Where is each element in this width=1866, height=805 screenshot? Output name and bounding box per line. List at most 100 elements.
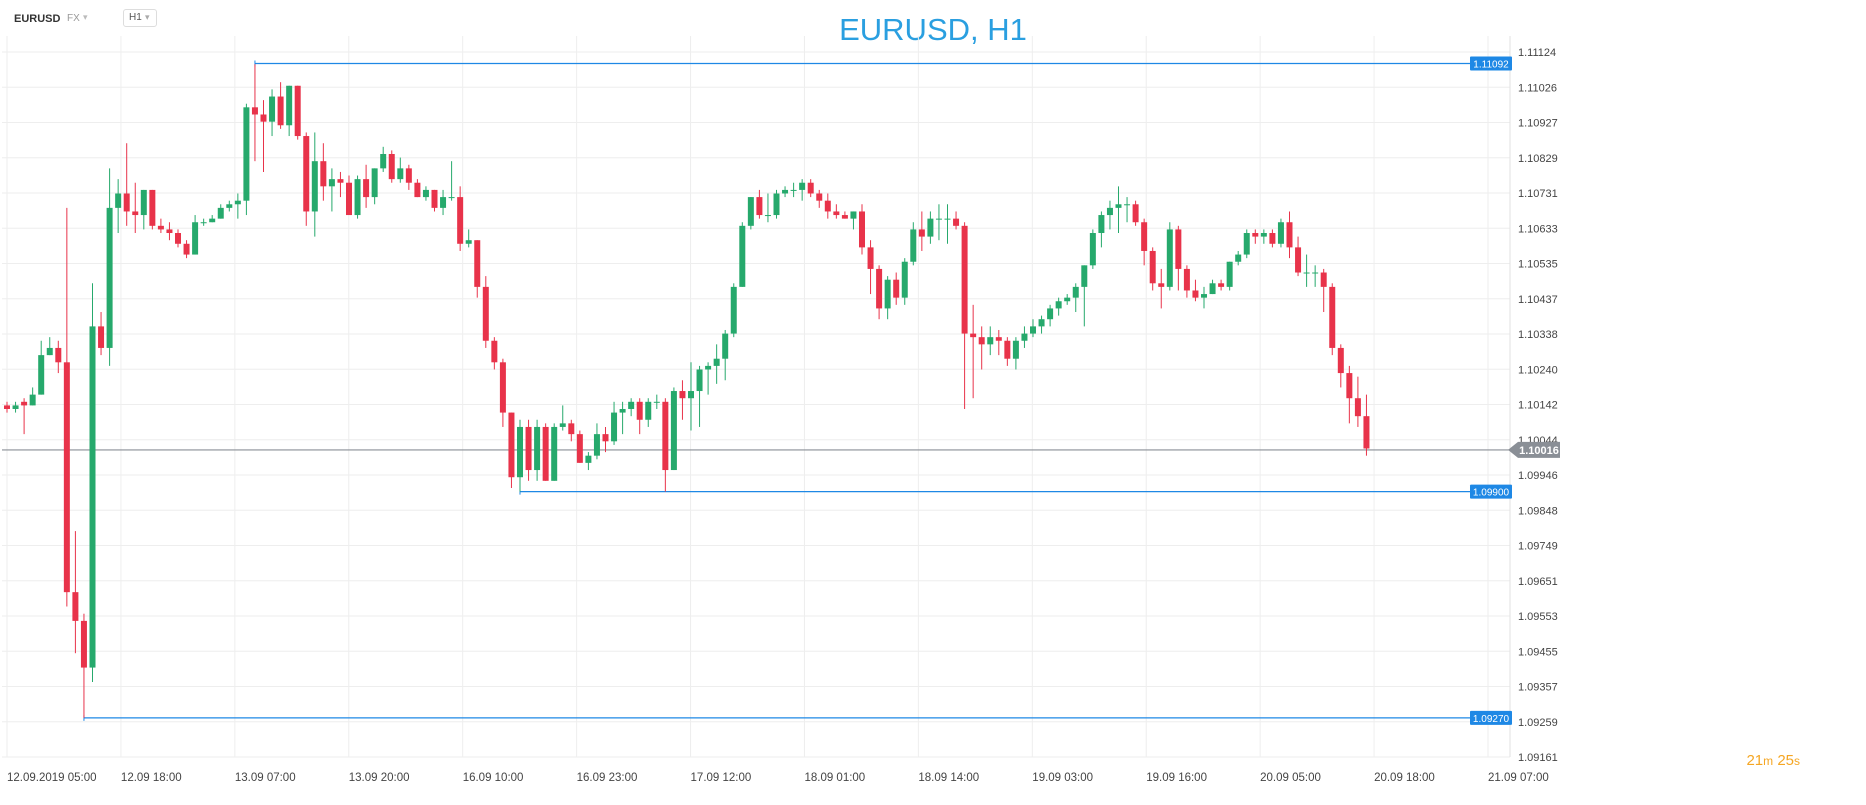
candle-bullish	[1166, 229, 1173, 287]
candle-bearish	[568, 423, 575, 435]
candle-bullish	[192, 222, 199, 255]
level-lines[interactable]	[2, 60, 1510, 721]
chevron-down-icon[interactable]: ▾	[83, 12, 88, 22]
candle-bullish	[773, 193, 780, 216]
candle-bearish	[841, 215, 848, 219]
candle-bullish	[850, 211, 857, 219]
candle-bearish	[807, 182, 814, 194]
countdown-seconds: 25	[1777, 752, 1794, 769]
candle-bullish	[645, 401, 652, 420]
candle-bullish	[1064, 297, 1071, 302]
candle-bearish	[166, 229, 173, 234]
candle-bearish	[320, 161, 327, 187]
y-tick-label: 1.10731	[1518, 188, 1558, 200]
candle-bullish	[440, 197, 447, 208]
candle-bullish	[1201, 294, 1207, 298]
candle-bullish	[1277, 222, 1284, 244]
y-tick-label: 1.09161	[1518, 752, 1558, 764]
timeframe-select[interactable]: H1 ▾	[123, 9, 157, 27]
level-badge-label: 1.09270	[1473, 714, 1510, 725]
symbol-label[interactable]: EURUSD	[14, 13, 61, 25]
x-axis: 12.09.2019 05:00 12.09 18:00 13.09 07:00 13…	[7, 772, 1549, 784]
candle-bullish	[200, 222, 207, 224]
candle-bullish	[585, 455, 592, 463]
candle-bearish	[183, 243, 190, 255]
candle-bullish	[593, 434, 600, 456]
candle-bullish	[1038, 319, 1045, 327]
candle-bearish	[98, 326, 105, 348]
y-tick-label: 1.11124	[1518, 47, 1556, 59]
candle-bearish	[80, 620, 87, 668]
candle-bullish	[799, 182, 806, 190]
candle-bullish	[328, 179, 335, 187]
candle-bearish	[132, 211, 139, 216]
candle-bearish	[1252, 233, 1259, 237]
current-price-badge	[1508, 441, 1560, 458]
chart-toolbar: EURUSD FX ▾ H1 ▾	[0, 0, 400, 36]
candle-bullish	[705, 365, 712, 370]
x-tick-label: 20.09 18:00	[1374, 772, 1435, 784]
candle-bearish	[388, 153, 395, 180]
chevron-down-icon: ▾	[145, 12, 150, 22]
x-tick-label: 13.09 20:00	[349, 772, 410, 784]
candle-bearish	[175, 233, 181, 244]
candle-bullish	[217, 207, 224, 219]
y-tick-label: 1.09357	[1518, 682, 1558, 694]
candle-bullish	[465, 240, 472, 244]
candle-bullish	[1012, 340, 1019, 359]
candle-bullish	[1072, 286, 1079, 298]
candle-bullish	[1047, 308, 1054, 320]
level-badge-label: 1.09900	[1473, 488, 1510, 499]
candle-bearish	[1320, 272, 1327, 287]
y-tick-label: 1.09651	[1518, 576, 1558, 588]
candle-bullish	[910, 229, 917, 262]
candle-bearish	[953, 218, 960, 226]
candle-bearish	[72, 592, 79, 621]
candle-bearish	[482, 286, 489, 341]
candle-bearish	[1346, 373, 1353, 399]
x-tick-label: 12.09.2019 05:00	[7, 772, 97, 784]
candle-bullish	[722, 333, 729, 359]
candle-bearish	[859, 211, 865, 248]
candle-bullish	[89, 326, 96, 668]
candle-bullish	[901, 261, 908, 298]
candle-bullish	[944, 218, 951, 220]
candle-bullish	[534, 426, 541, 471]
timeframe-label: H1	[129, 12, 142, 23]
candle-bullish	[38, 355, 45, 395]
candle-bullish	[243, 107, 250, 201]
market-dropdown[interactable]: FX	[67, 13, 80, 24]
candle-countdown: 21m 25s	[1746, 752, 1800, 769]
candle-bullish	[209, 218, 216, 223]
candle-bullish	[46, 347, 53, 356]
y-tick-label: 1.10535	[1518, 259, 1558, 271]
candle-bearish	[414, 182, 421, 198]
x-tick-label: 16.09 10:00	[463, 772, 524, 784]
candle-bearish	[1004, 340, 1011, 359]
y-tick-label: 1.10927	[1518, 118, 1558, 130]
candle-bearish	[542, 426, 549, 481]
level-badge	[1470, 484, 1512, 499]
candle-bearish	[961, 225, 968, 334]
candle-bearish	[1295, 247, 1302, 273]
candle-bearish	[970, 333, 977, 338]
y-tick-label: 1.09749	[1518, 541, 1558, 553]
candle-bearish	[679, 391, 686, 399]
candle-bullish	[1030, 326, 1036, 334]
candle-bullish	[1303, 272, 1310, 274]
candle-bullish	[670, 391, 677, 471]
candle-bullish	[747, 197, 754, 226]
candle-bearish	[277, 96, 284, 126]
chart-title: EURUSD, H1	[839, 12, 1027, 47]
candle-bullish	[311, 161, 318, 212]
grid-lines	[2, 36, 1511, 758]
candle-bullish	[140, 189, 147, 216]
candle-bearish	[867, 247, 874, 269]
candle-bullish	[1106, 207, 1113, 216]
candle-bearish	[149, 189, 156, 226]
x-tick-label: 19.09 03:00	[1032, 772, 1093, 784]
y-tick-label: 1.10142	[1518, 400, 1558, 412]
y-tick-label: 1.09848	[1518, 505, 1558, 517]
x-tick-label: 18.09 01:00	[804, 772, 865, 784]
